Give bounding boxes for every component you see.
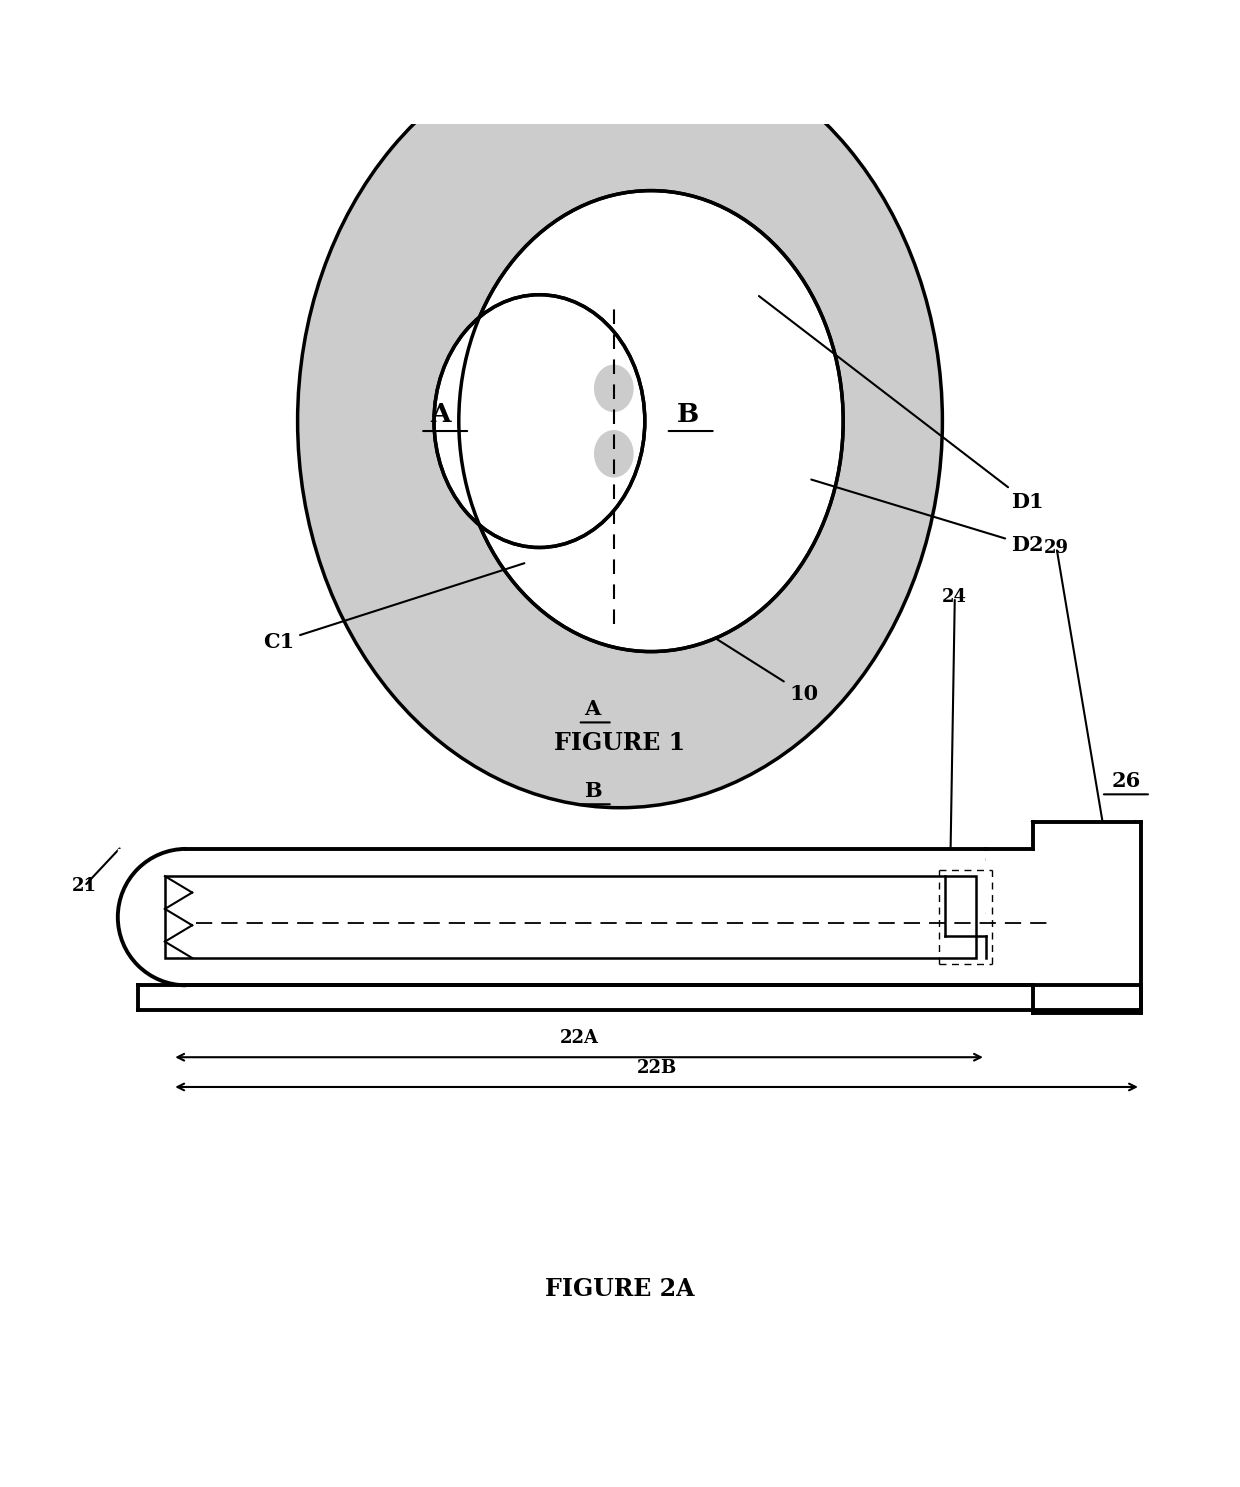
Ellipse shape (594, 430, 634, 477)
FancyBboxPatch shape (118, 849, 986, 986)
Ellipse shape (298, 34, 942, 807)
Text: D2: D2 (811, 479, 1043, 555)
Ellipse shape (434, 294, 645, 547)
Text: A: A (430, 403, 450, 427)
Text: FIGURE 2A: FIGURE 2A (546, 1277, 694, 1301)
Text: 22B: 22B (636, 1059, 677, 1077)
Text: B: B (584, 781, 601, 800)
Text: 22A: 22A (559, 1029, 599, 1047)
Text: D1: D1 (759, 296, 1043, 512)
Text: 20: 20 (188, 877, 213, 895)
Bar (986, 822, 1141, 1013)
Text: 27: 27 (357, 877, 382, 895)
Text: 26: 26 (1111, 770, 1141, 791)
Text: 28: 28 (1044, 877, 1069, 895)
Text: 28A: 28A (932, 877, 972, 895)
Text: 29: 29 (1044, 538, 1069, 556)
Text: C1: C1 (263, 564, 525, 651)
Ellipse shape (459, 190, 843, 651)
Text: B: B (677, 403, 699, 427)
Text: 10: 10 (605, 877, 630, 895)
Text: A: A (584, 699, 601, 718)
Text: 24: 24 (942, 589, 967, 607)
Text: 21: 21 (72, 877, 97, 895)
Ellipse shape (594, 364, 634, 412)
Text: FIGURE 1: FIGURE 1 (554, 732, 686, 755)
Bar (165, 876, 976, 958)
Text: C2: C2 (790, 877, 817, 895)
Text: 10: 10 (715, 638, 818, 703)
